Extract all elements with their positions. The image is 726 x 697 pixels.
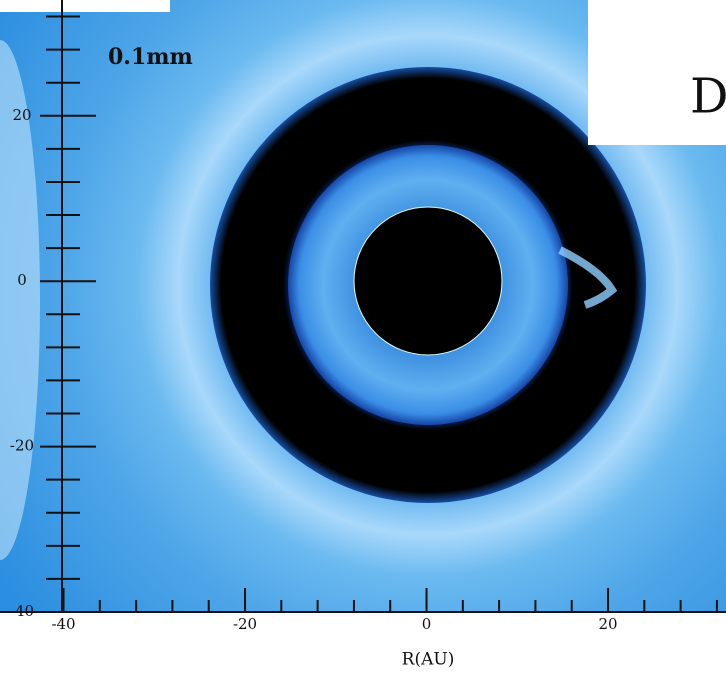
panel-label-box xyxy=(588,0,726,145)
panel-label: D xyxy=(690,69,726,125)
x-tick-label: 20 xyxy=(598,615,617,633)
x-tick-label: -20 xyxy=(233,615,257,633)
x-axis-label: R(AU) xyxy=(402,650,455,670)
y-tick-label: -20 xyxy=(10,437,34,455)
cover-box xyxy=(0,0,170,12)
y-tick-label: -40 xyxy=(10,602,34,620)
annotation: 0.1mm xyxy=(108,44,193,70)
x-tick-label: -40 xyxy=(51,615,75,633)
y-tick-label: 20 xyxy=(12,106,31,124)
x-tick-label: 0 xyxy=(422,615,432,633)
y-tick-label: 0 xyxy=(17,271,27,289)
